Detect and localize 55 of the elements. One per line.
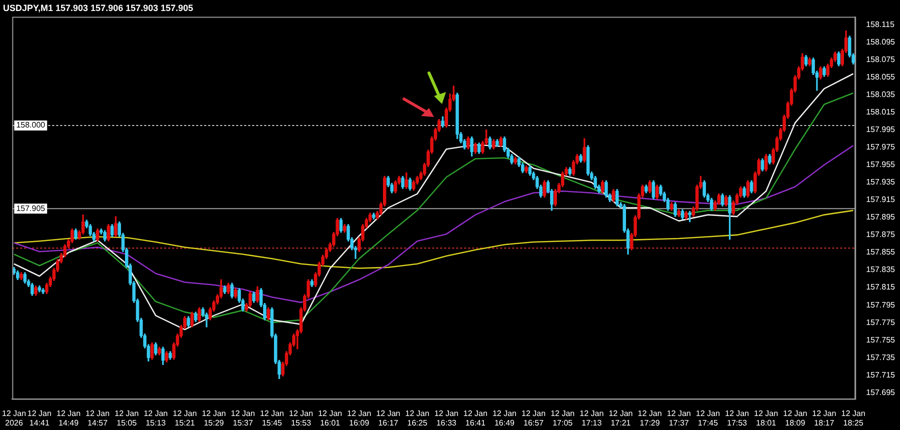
x-tick-label: 12 Jan 17:37 — [666, 408, 691, 428]
y-tick-label: 158.015 — [866, 108, 896, 117]
y-tick-label: 157.775 — [866, 318, 896, 327]
x-tick-label: 12 Jan 15:53 — [289, 408, 314, 428]
ref-line-label: 157.905 — [16, 204, 46, 213]
y-tick-label: 157.875 — [866, 230, 896, 240]
x-tick-label: 12 Jan 14:49 — [56, 408, 81, 428]
y-tick-label: 157.915 — [866, 195, 896, 204]
y-tick-label: 157.935 — [866, 178, 896, 187]
x-tick-label: 12 Jan 15:45 — [260, 408, 284, 428]
x-tick-label: 12 Jan 17:53 — [724, 408, 750, 428]
x-tick-label: 12 Jan 17:05 — [550, 408, 575, 428]
x-tick-label: 12 Jan 16:33 — [434, 408, 458, 428]
x-tick-label: 12 Jan 17:45 — [696, 408, 720, 428]
y-tick-label: 157.835 — [866, 265, 896, 274]
x-tick-label: 12 Jan 15:37 — [230, 408, 255, 428]
y-tick-label: 157.955 — [866, 160, 896, 170]
x-tick-label: 12 Jan 16:41 — [463, 408, 488, 428]
y-tick-label: 157.995 — [866, 125, 896, 134]
y-tick-label: 158.115 — [866, 20, 895, 29]
x-tick-label: 12 Jan 15:29 — [202, 408, 226, 428]
x-tick-label: 12 Jan 16:49 — [492, 408, 516, 428]
x-tick-label: 12 Jan 15:21 — [172, 408, 197, 428]
y-tick-label: 158.095 — [866, 37, 896, 46]
y-tick-label: 157.735 — [866, 352, 896, 362]
x-tick-label: 12 Jan 17:13 — [580, 408, 604, 428]
x-tick-label: 12 Jan 18:17 — [812, 408, 836, 428]
y-tick-label: 157.815 — [866, 282, 896, 292]
x-tick-label: 12 Jan 14:41 — [27, 408, 52, 428]
y-tick-label: 158.075 — [866, 54, 896, 64]
x-tick-label: 12 Jan 15:13 — [144, 408, 168, 428]
x-tick-label: 12 Jan 18:25 — [841, 408, 866, 428]
y-tick-label: 157.795 — [866, 300, 896, 310]
x-tick-label: 12 Jan 17:21 — [608, 408, 633, 428]
x-tick-label: 12 Jan 16:25 — [405, 408, 430, 428]
x-tick-label: 12 Jan 16:09 — [347, 408, 372, 428]
chart-title: USDJPY,M1 157.903 157.906 157.903 157.905 — [3, 2, 194, 13]
x-tick-label: 12 Jan 16:01 — [318, 408, 342, 428]
y-tick-label: 157.895 — [866, 212, 896, 222]
ref-line-label: 158.000 — [16, 120, 46, 130]
x-tick-label: 12 Jan 16:17 — [376, 408, 400, 428]
y-tick-label: 157.855 — [866, 248, 896, 257]
y-tick-label: 157.755 — [866, 335, 896, 344]
x-tick-label: 12 Jan 17:29 — [638, 408, 662, 428]
x-tick-label: 12 Jan 14:57 — [86, 408, 110, 428]
x-tick-label: 12 Jan 18:01 — [754, 408, 778, 428]
y-tick-label: 158.055 — [866, 72, 896, 82]
x-tick-label: 12 Jan 16:57 — [522, 408, 546, 428]
y-tick-label: 157.695 — [866, 388, 896, 397]
y-tick-label: 157.975 — [866, 142, 896, 152]
x-tick-label: 12 Jan 18:09 — [783, 408, 808, 428]
x-tick-label: 12 Jan 2026 — [2, 408, 26, 428]
y-tick-label: 158.035 — [866, 90, 896, 99]
x-tick-label: 12 Jan 15:05 — [114, 408, 139, 428]
y-tick-label: 157.715 — [866, 370, 896, 380]
